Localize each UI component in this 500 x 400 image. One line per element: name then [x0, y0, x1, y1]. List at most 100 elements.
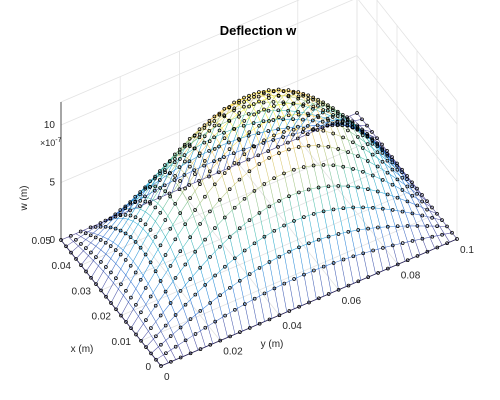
- data-point: [375, 189, 380, 194]
- mesh-line: [312, 128, 318, 133]
- data-point: [148, 179, 152, 184]
- mesh-line: [157, 191, 166, 204]
- data-point: [292, 277, 296, 281]
- mesh-line: [162, 208, 169, 217]
- mesh-line: [103, 271, 109, 278]
- mesh-line: [301, 217, 307, 245]
- data-point: [450, 230, 454, 235]
- mesh-line: [165, 236, 171, 248]
- mesh-line: [153, 338, 159, 348]
- data-point: [193, 292, 198, 297]
- mesh-line: [199, 267, 206, 285]
- data-point: [222, 171, 227, 175]
- mesh-line: [152, 280, 161, 293]
- data-point: [226, 166, 231, 170]
- mesh-line: [209, 171, 216, 185]
- mesh-line: [285, 96, 292, 103]
- mesh-line: [219, 270, 226, 292]
- mesh-line: [355, 255, 362, 281]
- mesh-line: [296, 277, 302, 306]
- mesh-line: [320, 105, 326, 108]
- data-point: [153, 269, 158, 274]
- mesh-line: [204, 217, 211, 234]
- data-point: [212, 114, 217, 119]
- data-point: [247, 97, 251, 101]
- mesh-line: [164, 182, 170, 196]
- mesh-line: [189, 181, 196, 192]
- data-point: [79, 263, 83, 268]
- mesh-line: [115, 218, 124, 229]
- mesh-line: [145, 241, 154, 255]
- mesh-line: [193, 167, 200, 183]
- data-point: [143, 185, 147, 190]
- mesh-line: [332, 118, 338, 121]
- mesh-line: [185, 284, 191, 300]
- mesh-line: [130, 316, 139, 329]
- data-point: [380, 146, 384, 151]
- data-point: [306, 113, 311, 118]
- mesh-line: [199, 143, 208, 154]
- mesh-line: [180, 327, 186, 341]
- data-point: [291, 127, 296, 132]
- data-point: [331, 106, 335, 110]
- data-point: [336, 147, 341, 151]
- data-point: [222, 130, 226, 135]
- data-point: [154, 357, 158, 362]
- mesh-line: [127, 218, 134, 222]
- mesh-line: [162, 312, 169, 324]
- data-point: [178, 289, 183, 293]
- z-tick-label: 5: [49, 178, 55, 189]
- data-point: [375, 136, 379, 141]
- data-point: [311, 212, 316, 216]
- mesh-line: [288, 90, 294, 93]
- data-point: [400, 167, 404, 172]
- data-point: [114, 307, 118, 312]
- mesh-line: [184, 161, 190, 176]
- mesh-line: [175, 258, 181, 272]
- data-point: [113, 212, 118, 217]
- mesh-line: [197, 292, 204, 309]
- mesh-line: [380, 227, 386, 248]
- mesh-line: [192, 213, 198, 228]
- mesh-line: [365, 228, 371, 252]
- data-point: [232, 100, 236, 105]
- mesh-line: [115, 263, 122, 270]
- mesh-line: [249, 246, 255, 272]
- data-point: [79, 242, 83, 246]
- data-point: [256, 153, 261, 158]
- data-point: [425, 224, 430, 228]
- data-point: [78, 229, 83, 234]
- data-point: [415, 191, 419, 196]
- data-point: [128, 235, 133, 239]
- data-point: [340, 113, 345, 117]
- mesh-line: [208, 127, 215, 140]
- mesh-line: [244, 304, 251, 328]
- mesh-line: [251, 104, 257, 114]
- data-point: [400, 241, 405, 245]
- mesh-line: [148, 321, 157, 332]
- data-point: [272, 176, 276, 181]
- data-point: [351, 254, 356, 259]
- z-tick-labels: 0 5 10: [44, 120, 56, 246]
- data-point: [193, 332, 198, 336]
- data-point: [257, 321, 262, 326]
- data-point: [167, 159, 172, 164]
- mesh-line: [157, 291, 166, 303]
- mesh-line: [231, 146, 238, 161]
- mesh-line: [189, 145, 195, 149]
- mesh-line: [172, 270, 181, 282]
- data-point: [386, 266, 390, 271]
- mesh-line: [155, 271, 161, 282]
- mesh-line: [367, 160, 374, 176]
- mesh-line: [266, 138, 272, 157]
- data-point: [104, 294, 108, 299]
- data-point: [365, 134, 370, 138]
- mesh-line: [222, 317, 228, 338]
- mesh-line: [80, 236, 86, 240]
- data-point: [360, 127, 364, 132]
- grid-line: [238, 163, 339, 291]
- data-point: [109, 270, 113, 275]
- data-point: [144, 318, 148, 322]
- data-point: [158, 169, 162, 173]
- mesh-line: [281, 199, 287, 225]
